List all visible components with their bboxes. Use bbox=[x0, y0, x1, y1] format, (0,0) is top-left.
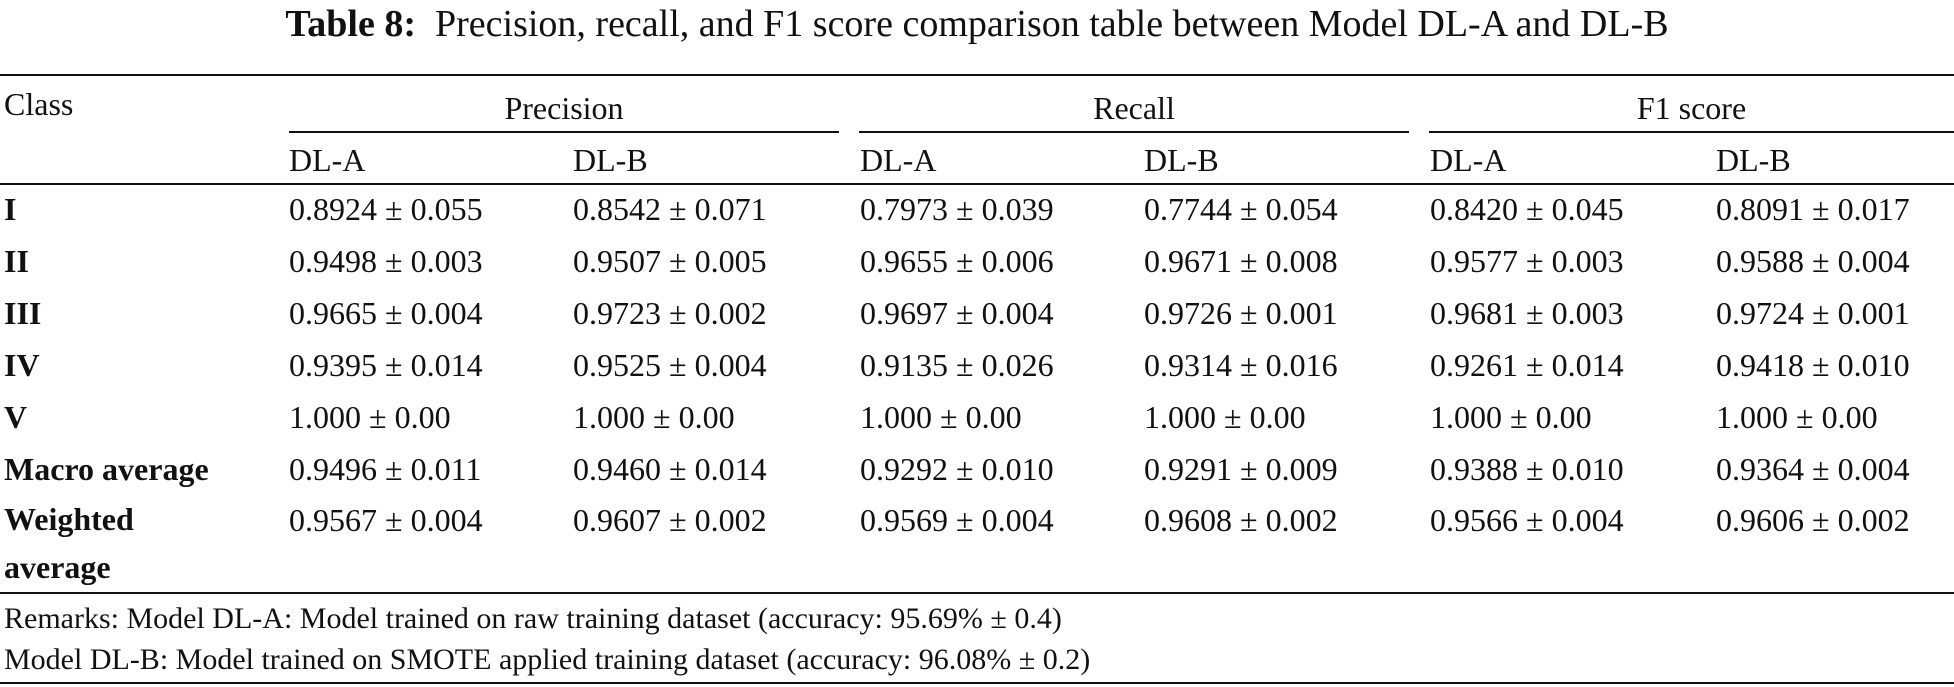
table-caption: Table 8: Precision, recall, and F1 score… bbox=[0, 0, 1954, 58]
table-cell: 0.8091 ± 0.017 bbox=[1716, 191, 1910, 227]
group-header-f1: F1 score bbox=[1636, 90, 1747, 126]
table-cell: 0.9496 ± 0.011 bbox=[289, 451, 482, 487]
row-label-iii: III bbox=[4, 295, 42, 331]
row-label-weighted: Weighted bbox=[4, 501, 134, 537]
table-cell: 0.9723 ± 0.002 bbox=[573, 295, 767, 331]
table-cell: 0.9364 ± 0.004 bbox=[1716, 451, 1910, 487]
table-cell: 0.9726 ± 0.001 bbox=[1144, 295, 1338, 331]
table-cell: 0.9697 ± 0.004 bbox=[860, 295, 1054, 331]
subheader-recall-dlb: DL-B bbox=[1144, 142, 1219, 178]
table-cell: 0.9525 ± 0.004 bbox=[573, 347, 767, 383]
row-label-ii: II bbox=[4, 243, 29, 279]
table-cell: 0.7973 ± 0.039 bbox=[860, 191, 1054, 227]
table-cell: 1.000 ± 0.00 bbox=[1144, 399, 1306, 435]
top-rule bbox=[0, 74, 1954, 76]
table-cell: 0.9314 ± 0.016 bbox=[1144, 347, 1338, 383]
header-rule bbox=[0, 183, 1954, 185]
table-cell: 0.9671 ± 0.008 bbox=[1144, 243, 1338, 279]
table-cell: 0.9566 ± 0.004 bbox=[1430, 502, 1624, 538]
caption-label: Table 8: bbox=[285, 3, 416, 45]
table-cell: 1.000 ± 0.00 bbox=[573, 399, 735, 435]
table-cell: 1.000 ± 0.00 bbox=[1716, 399, 1878, 435]
subheader-f1-dlb: DL-B bbox=[1716, 142, 1791, 178]
remark-line-1: Remarks: Model DL-A: Model trained on ra… bbox=[4, 602, 1062, 635]
table-cell: 0.9608 ± 0.002 bbox=[1144, 502, 1338, 538]
table-cell: 0.9507 ± 0.005 bbox=[573, 243, 767, 279]
table-cell: 0.9135 ± 0.026 bbox=[860, 347, 1054, 383]
table-cell: 0.9291 ± 0.009 bbox=[1144, 451, 1338, 487]
subheader-recall-dla: DL-A bbox=[860, 142, 937, 178]
remark-line-2: Model DL-B: Model trained on SMOTE appli… bbox=[4, 643, 1091, 676]
row-label-i: I bbox=[4, 191, 17, 227]
table-cell: 0.9588 ± 0.004 bbox=[1716, 243, 1910, 279]
table-cell: 0.8542 ± 0.071 bbox=[573, 191, 767, 227]
group-rule-f1 bbox=[1429, 131, 1954, 133]
final-rule bbox=[0, 682, 1954, 684]
table-cell: 1.000 ± 0.00 bbox=[1430, 399, 1592, 435]
subheader-precision-dla: DL-A bbox=[289, 142, 366, 178]
row-label-macro-average: Macro average bbox=[4, 451, 209, 487]
table-cell: 0.9681 ± 0.003 bbox=[1430, 295, 1624, 331]
table-cell: 0.9261 ± 0.014 bbox=[1430, 347, 1624, 383]
row-label-v: V bbox=[4, 399, 28, 435]
table-cell: 0.8924 ± 0.055 bbox=[289, 191, 483, 227]
table-cell: 0.9665 ± 0.004 bbox=[289, 295, 483, 331]
table-cell: 0.9606 ± 0.002 bbox=[1716, 502, 1910, 538]
table-cell: 0.9655 ± 0.006 bbox=[860, 243, 1054, 279]
group-header-precision: Precision bbox=[504, 90, 624, 126]
row-label-average: average bbox=[4, 549, 111, 585]
table-cell: 0.9418 ± 0.010 bbox=[1716, 347, 1910, 383]
table-cell: 0.9395 ± 0.014 bbox=[289, 347, 483, 383]
table-cell: 0.9567 ± 0.004 bbox=[289, 502, 483, 538]
table-cell: 0.7744 ± 0.054 bbox=[1144, 191, 1338, 227]
table-cell: 0.9607 ± 0.002 bbox=[573, 502, 767, 538]
caption-text: Precision, recall, and F1 score comparis… bbox=[434, 3, 1669, 45]
table-cell: 0.9577 ± 0.003 bbox=[1430, 243, 1624, 279]
subheader-precision-dlb: DL-B bbox=[573, 142, 648, 178]
table-cell: 0.8420 ± 0.045 bbox=[1430, 191, 1624, 227]
table-cell: 0.9292 ± 0.010 bbox=[860, 451, 1054, 487]
table-cell: 0.9569 ± 0.004 bbox=[860, 502, 1054, 538]
bottom-rule bbox=[0, 592, 1954, 594]
group-rule-recall bbox=[859, 131, 1409, 133]
table-cell: 0.9388 ± 0.010 bbox=[1430, 451, 1624, 487]
table-cell: 1.000 ± 0.00 bbox=[860, 399, 1022, 435]
header-class: Class bbox=[4, 86, 74, 122]
group-rule-precision bbox=[289, 131, 839, 133]
table-cell: 1.000 ± 0.00 bbox=[289, 399, 451, 435]
table-cell: 0.9460 ± 0.014 bbox=[573, 451, 767, 487]
group-header-recall: Recall bbox=[1093, 90, 1175, 126]
table-cell: 0.9498 ± 0.003 bbox=[289, 243, 483, 279]
table-cell: 0.9724 ± 0.001 bbox=[1716, 295, 1910, 331]
row-label-iv: IV bbox=[4, 347, 40, 383]
subheader-f1-dla: DL-A bbox=[1430, 142, 1507, 178]
